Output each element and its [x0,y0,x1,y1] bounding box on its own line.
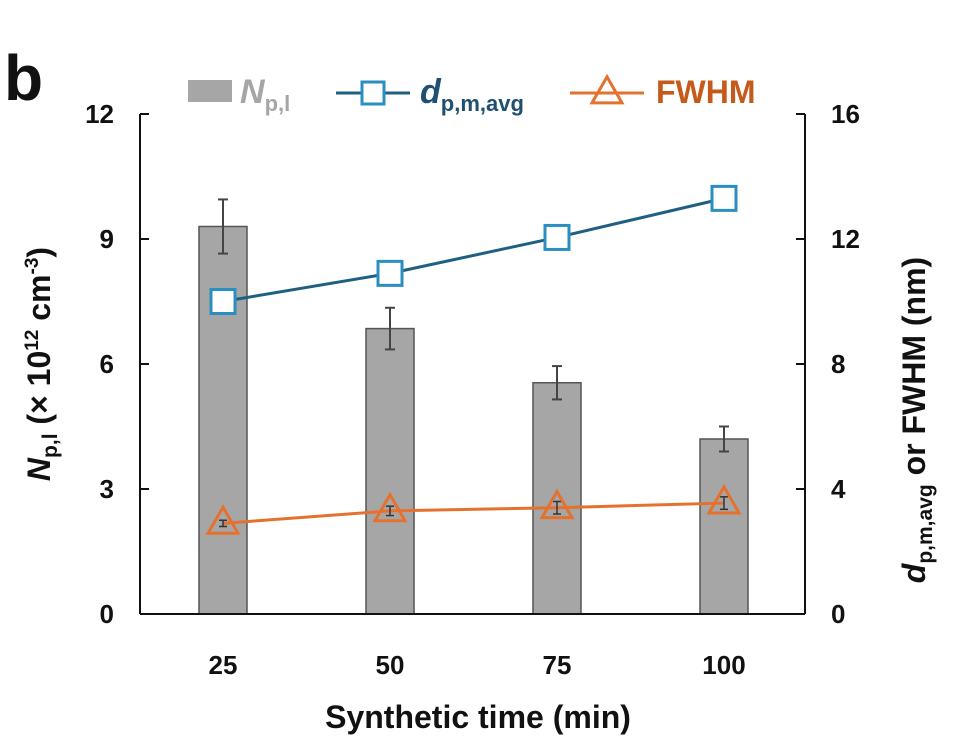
bar-50 [365,327,415,615]
point-fwhm-75 [539,488,575,520]
y-right-title-sub: p,m,avg [914,484,937,563]
y-left-tick-label-3: 3 [100,474,114,504]
legend-np-swatch [188,80,232,102]
point-fwhm-50 [372,491,408,523]
legend-d-square [360,80,386,106]
bar-25 [198,225,248,615]
plot-area: 0 3 6 9 12 0 4 8 12 16 25 50 75 100 [85,99,860,680]
y-left-title-close: ) [21,247,57,258]
point-d-100 [710,184,738,212]
x-axis-title: Synthetic time (min) [325,699,631,735]
point-d-50 [376,259,404,287]
y-left-title-sup: 12 [22,330,43,351]
series-line-d [222,196,725,303]
y-left-tick-label-12: 12 [85,99,114,129]
legend-fwhm-triangle [589,73,625,105]
y-left-axis-title: Np,l (× 1012 cm-3) [21,247,62,481]
legend: Np,l dp,m,avg FWHM [188,73,756,116]
legend-fwhm-label: FWHM [656,74,756,110]
y-right-tick-label-4: 4 [831,474,846,504]
point-d-25 [209,288,237,315]
series-line-fwhm [222,501,725,525]
bar-100 [699,438,749,615]
x-tick-label-50: 50 [376,650,405,680]
x-tick-label-100: 100 [702,650,745,680]
y-left-title-rest: (× 10 [21,351,57,434]
panel-label: b [4,42,43,114]
bar-75 [532,382,582,615]
legend-d-label: dp,m,avg [420,73,524,116]
legend-np-sub: p,l [265,91,291,116]
point-fwhm-25 [205,504,241,535]
legend-np-main: N [240,73,266,111]
y-right-tick-label-8: 8 [831,349,845,379]
legend-fwhm-marker [570,73,644,105]
legend-d-sub: p,m,avg [441,91,524,116]
y-left-tick-label-6: 6 [100,349,114,379]
x-tick-label-75: 75 [543,650,572,680]
point-fwhm-100 [706,483,742,515]
legend-d-main: d [420,73,442,111]
x-tick-label-25: 25 [209,650,238,680]
y-right-axis-title: dp,m,avg or FWHM (nm) [896,257,937,583]
y-left-title-main: N [21,457,57,481]
y-left-title-unit-sup: -3 [22,258,43,275]
legend-np-label: Np,l [240,73,290,116]
y-left-tick-label-9: 9 [100,224,114,254]
y-right-tick-label-0: 0 [831,599,845,629]
legend-d-marker [336,80,410,106]
y-right-tick-label-16: 16 [831,99,860,129]
y-left-title-unit: cm [21,274,57,329]
y-left-title-sub: p,l [39,433,62,458]
y-left-tick-label-0: 0 [100,599,114,629]
y-right-title-main: d [896,562,932,583]
y-right-title-rest: or FWHM (nm) [896,257,932,485]
point-d-75 [543,223,571,251]
y-right-tick-label-12: 12 [831,224,860,254]
